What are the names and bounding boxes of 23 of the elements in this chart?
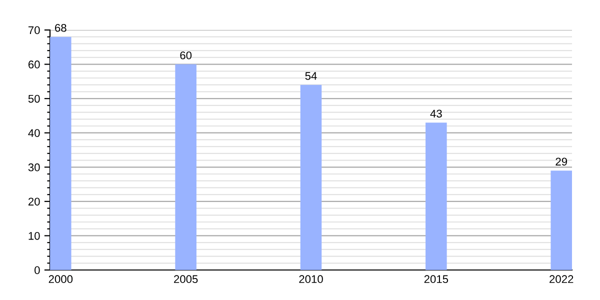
x-tick-label: 2010 [299, 275, 323, 284]
x-tick-label: 2000 [48, 275, 73, 284]
bar [550, 170, 572, 270]
y-tick-label: 10 [28, 232, 40, 240]
x-tick-label: 2005 [174, 275, 198, 284]
data-label: 54 [305, 72, 317, 80]
data-label: 29 [556, 158, 568, 166]
y-tick-label: 70 [28, 26, 40, 34]
y-tick-label: 50 [28, 94, 40, 103]
data-label: 68 [55, 24, 66, 32]
y-tick-label: 60 [28, 60, 40, 68]
x-tick-label: 2022 [550, 275, 574, 284]
bar [300, 84, 322, 270]
data-label: 43 [430, 110, 442, 118]
y-tick-label: 40 [28, 129, 40, 137]
y-tick-label: 0 [34, 266, 40, 274]
y-tick-label: 30 [28, 163, 40, 172]
bar [426, 122, 447, 270]
x-tick-label: 2015 [424, 275, 448, 284]
bar [175, 64, 196, 270]
data-label: 60 [180, 51, 192, 60]
y-tick-label: 20 [28, 198, 40, 206]
bar [50, 36, 72, 270]
